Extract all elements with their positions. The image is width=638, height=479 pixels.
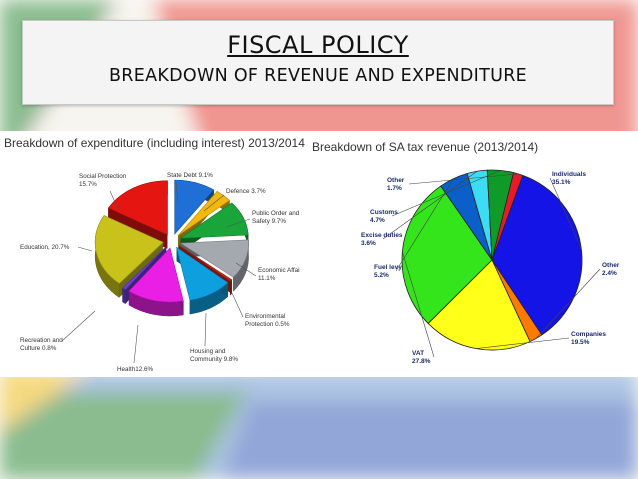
revenue-label-individuals-35-1-line2: 35.1% [552, 179, 571, 186]
revenue-label-other-1-7-line1: Other [387, 177, 405, 184]
revenue-pie-chart: Individuals35.1%Other2.4%Companies19.5%V… [361, 169, 620, 365]
expenditure-slice-state-debt-9-1 [174, 179, 215, 235]
revenue-leader-companies-19-5 [476, 337, 570, 349]
expenditure-slice-housing-and-community-9-8 [176, 246, 229, 301]
expenditure-label-social-protection-15-7-line1: Social Protection [79, 173, 127, 180]
revenue-leader-excise-duties-3-6 [382, 170, 478, 240]
expenditure-leader-environmental-protection-0-5 [231, 292, 244, 318]
revenue-label-vat-27-8-line1: VAT [412, 350, 424, 357]
expenditure-label-social-protection-15-7-line2: 15.7% [79, 181, 97, 188]
expenditure-slices [94, 179, 249, 303]
expenditure-label-housing-and-community-9-8-line2: Community 9.8% [190, 356, 238, 363]
title-box: FISCAL POLICY BREAKDOWN OF REVENUE AND E… [22, 20, 614, 105]
revenue-leader-individuals-35-1 [549, 177, 582, 250]
expenditure-leader-education-20-7 [77, 246, 93, 252]
expenditure-label-recreation-and-culture-0-8-line2: Culture 0.8% [20, 345, 57, 352]
expenditure-label-health12-6: Health12.6% [117, 366, 153, 373]
expenditure-label-recreation-and-culture-0-8-line1: Recreation and [20, 337, 63, 344]
revenue-label-individuals-35-1-line1: Individuals [552, 171, 586, 178]
expenditure-label-education-20-7: Education, 20.7% [20, 244, 70, 251]
expenditure-label-housing-and-community-9-8-line1: Housing and [190, 348, 226, 355]
expenditure-leader-health12-6 [133, 324, 139, 364]
expenditure-slice-recreation-and-culture-0-8 [122, 246, 167, 291]
revenue-label-fuel-levy-5-2-line2: 5.2% [374, 272, 389, 279]
expenditure-leader-state-debt-9-1 [175, 182, 179, 204]
revenue-slice-other-1-7 [491, 172, 524, 261]
expenditure-leader-defence-3-7 [203, 194, 225, 212]
revenue-labels: Individuals35.1%Other2.4%Companies19.5%V… [361, 170, 620, 365]
expenditure-slice-side-recreation-and-culture-0-8 [122, 287, 126, 305]
revenue-label-companies-19-5-line1: Companies [571, 331, 606, 338]
revenue-label-vat-27-8-line2: 27.8% [412, 358, 431, 365]
revenue-label-excise-duties-3-6-line1: Excise duties [361, 232, 403, 239]
expenditure-slice-economic-affairs-11-1 [179, 239, 249, 278]
expenditure-chart-title: Breakdown of expenditure (including inte… [4, 136, 305, 150]
expenditure-label-public-order-and-safety-9-7-line2: Safety 9.7% [252, 218, 286, 225]
expenditure-leader-housing-and-community-9-8 [204, 312, 207, 347]
revenue-label-other-1-7-line2: 1.7% [387, 185, 402, 192]
slide-title: FISCAL POLICY [227, 31, 409, 59]
expenditure-slice-environmental-protection-0-5 [178, 245, 233, 282]
revenue-chart-title: Breakdown of SA tax revenue (2013/2014) [312, 140, 539, 154]
expenditure-slice-health12-6 [128, 247, 184, 303]
slide-subtitle: BREAKDOWN OF REVENUE AND EXPENDITURE [108, 66, 528, 86]
revenue-leader-other-2-4 [535, 268, 601, 339]
expenditure-label-defence-3-7: Defence 3.7% [226, 188, 266, 195]
revenue-label-customs-4-7-line1: Customs [370, 209, 398, 216]
expenditure-slice-education-20-7 [94, 215, 164, 284]
expenditure-leader-economic-affairs-11-1 [235, 262, 257, 277]
revenue-label-companies-19-5-line2: 19.5% [571, 339, 590, 346]
expenditure-label-state-debt-9-1: State Debt 9.1% [167, 172, 213, 179]
revenue-label-customs-4-7-line2: 4.7% [370, 217, 385, 224]
revenue-label-fuel-levy-5-2-line1: Fuel levy [374, 264, 402, 271]
expenditure-label-economic-affairs-11-1-line2: 11.1% [258, 275, 276, 282]
expenditure-pie-chart: State Debt 9.1% Defence 3.7% Public Order … [20, 172, 300, 373]
expenditure-label-environmental-protection-0-5-line1: Environmental [245, 313, 285, 320]
revenue-label-excise-duties-3-6-line2: 3.6% [361, 240, 376, 247]
expenditure-label-public-order-and-safety-9-7-line1: Public Order and [252, 210, 300, 217]
expenditure-slice-public-order-and-safety-9-7 [179, 202, 249, 239]
revenue-label-other-2-4-line2: 2.4% [602, 270, 617, 277]
revenue-leader-other-1-7 [408, 173, 519, 185]
revenue-slices [401, 169, 583, 351]
expenditure-leader-recreation-and-culture-0-8 [61, 310, 96, 342]
expenditure-label-economic-affairs-11-1-line1: Economic Affairs, [258, 267, 300, 274]
expenditure-leader-public-order-and-safety-9-7 [225, 218, 251, 228]
expenditure-slice-social-protection-15-7 [107, 180, 168, 236]
expenditure-leader-social-protection-15-7 [109, 190, 119, 210]
revenue-label-other-2-4-line1: Other [602, 262, 620, 269]
expenditure-labels: State Debt 9.1% Defence 3.7% Public Order … [20, 172, 300, 373]
revenue-leader-customs-4-7 [391, 170, 501, 217]
expenditure-label-environmental-protection-0-5-line2: Protection 0.5% [245, 321, 290, 328]
revenue-leader-vat-27-8 [402, 251, 435, 358]
chart-panel: Breakdown of expenditure (including inte… [0, 131, 638, 377]
